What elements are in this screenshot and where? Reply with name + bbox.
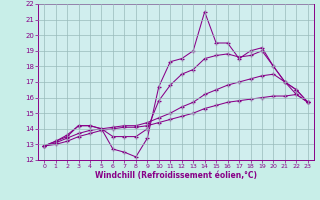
X-axis label: Windchill (Refroidissement éolien,°C): Windchill (Refroidissement éolien,°C) xyxy=(95,171,257,180)
